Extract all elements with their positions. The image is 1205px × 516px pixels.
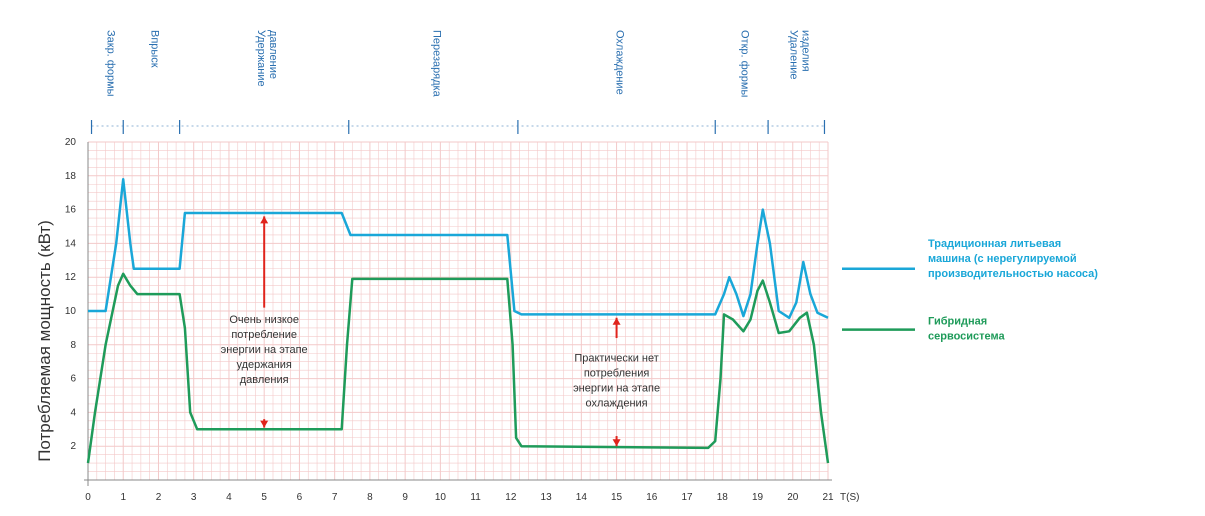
annotation-line: удержания bbox=[236, 359, 291, 371]
x-tick-label: 18 bbox=[717, 492, 729, 503]
x-tick-label: 6 bbox=[297, 492, 303, 503]
phase-label-line: Перезарядка bbox=[430, 30, 442, 98]
arrowhead bbox=[260, 420, 269, 428]
x-tick-label: 14 bbox=[576, 492, 588, 503]
annotation-hold-pressure: Очень низкое потребление энергии на этапе у… bbox=[221, 314, 308, 386]
x-tick-label: 10 bbox=[435, 492, 447, 503]
y-tick-label: 10 bbox=[65, 306, 77, 317]
x-tick-label: 7 bbox=[332, 492, 338, 503]
annotation-line: потребления bbox=[584, 368, 650, 380]
series-line bbox=[86, 272, 830, 464]
y-tick-label: 18 bbox=[65, 171, 77, 182]
x-tick-label: 8 bbox=[367, 492, 373, 503]
x-tick-label: 17 bbox=[681, 492, 693, 503]
grid bbox=[87, 141, 829, 481]
x-tick-label: 16 bbox=[646, 492, 658, 503]
annotation-arrows bbox=[260, 216, 621, 447]
phase-label-line: Удаление bbox=[787, 30, 799, 80]
phase-label: Впрыск bbox=[148, 30, 160, 68]
annotation-line: Практически нет bbox=[574, 353, 659, 365]
y-tick-label: 20 bbox=[65, 137, 77, 148]
annotations: Очень низкое потребление энергии на этапе у… bbox=[221, 314, 660, 410]
x-tick-label: 3 bbox=[191, 492, 197, 503]
legend-label: Гибридная bbox=[928, 316, 987, 328]
annotation-line: потребление bbox=[231, 329, 297, 341]
phase-label-line: Охлаждение bbox=[614, 30, 626, 95]
x-tick-label: 2 bbox=[156, 492, 162, 503]
x-tick-label: 5 bbox=[261, 492, 267, 503]
phase-label: Удержание давление bbox=[255, 30, 279, 87]
legend-entry: Гибридная сервосистема bbox=[842, 316, 1005, 343]
x-tick-label: 13 bbox=[541, 492, 553, 503]
legend-label: производительностью насоса) bbox=[928, 268, 1098, 280]
y-tick-label: 6 bbox=[70, 374, 76, 385]
phase-label-line: Откр. формы bbox=[739, 30, 751, 97]
axes bbox=[84, 142, 832, 486]
annotation-line: энергии на этапе bbox=[221, 344, 308, 356]
annotation-line: энергии на этапе bbox=[573, 383, 660, 395]
phase-labels: Закр. формы Впрыск Удержание давление Переза… bbox=[104, 30, 811, 98]
x-tick-labels: 0 1 2 3 4 5 6 7 8 9 10 11 12 13 14 15 16 17 18 19 20 21 bbox=[85, 492, 834, 503]
x-tick-label: 12 bbox=[505, 492, 517, 503]
phase-label-line: Закр. формы bbox=[104, 30, 116, 97]
y-axis-label: Потребляемая мощность (кВт) bbox=[35, 220, 54, 462]
phase-label: Удаление изделия bbox=[787, 30, 811, 80]
legend-entry: Традиционная литьевая машина (с нерегулир… bbox=[842, 238, 1098, 280]
series-line bbox=[88, 177, 829, 320]
x-axis-label: T(S) bbox=[840, 492, 859, 503]
phase-label-line: Впрыск bbox=[148, 30, 160, 68]
phase-label: Охлаждение bbox=[614, 30, 626, 95]
x-tick-label: 15 bbox=[611, 492, 623, 503]
x-tick-label: 9 bbox=[402, 492, 408, 503]
legend: Традиционная литьевая машина (с нерегулир… bbox=[842, 238, 1098, 343]
x-tick-label: 20 bbox=[787, 492, 799, 503]
y-tick-label: 12 bbox=[65, 272, 77, 283]
legend-label: машина (с нерегулируемой bbox=[928, 253, 1077, 265]
arrowhead bbox=[612, 439, 621, 447]
arrowhead bbox=[260, 216, 269, 224]
x-tick-label: 19 bbox=[752, 492, 764, 503]
arrowhead bbox=[612, 317, 621, 325]
x-tick-label: 4 bbox=[226, 492, 232, 503]
series-lines bbox=[86, 177, 830, 464]
annotation-line: охлаждения bbox=[586, 398, 648, 410]
annotation-cooling: Практически нет потребления энергии на эта… bbox=[573, 353, 660, 410]
x-tick-label: 1 bbox=[120, 492, 126, 503]
y-tick-label: 16 bbox=[65, 205, 77, 216]
y-tick-label: 8 bbox=[70, 340, 76, 351]
phase-label: Откр. формы bbox=[739, 30, 751, 97]
y-tick-label: 2 bbox=[70, 441, 76, 452]
x-tick-label: 21 bbox=[822, 492, 834, 503]
annotation-line: давления bbox=[240, 374, 289, 386]
phase-label-line: давление bbox=[267, 30, 279, 79]
x-tick-label: 11 bbox=[470, 492, 481, 503]
y-tick-label: 14 bbox=[65, 238, 77, 249]
annotation-line: Очень низкое bbox=[229, 314, 299, 326]
y-tick-labels: 2 4 6 8 10 12 14 16 18 20 bbox=[65, 137, 77, 452]
x-tick-label: 0 bbox=[85, 492, 91, 503]
legend-label: сервосистема bbox=[928, 331, 1005, 343]
phase-label-line: Удержание bbox=[255, 30, 267, 87]
phase-dividers bbox=[90, 120, 826, 134]
phase-label: Закр. формы bbox=[104, 30, 116, 97]
legend-label: Традиционная литьевая bbox=[928, 238, 1061, 250]
y-tick-label: 4 bbox=[70, 407, 76, 418]
phase-label: Перезарядка bbox=[430, 30, 442, 98]
phase-label-line: изделия bbox=[799, 30, 811, 72]
